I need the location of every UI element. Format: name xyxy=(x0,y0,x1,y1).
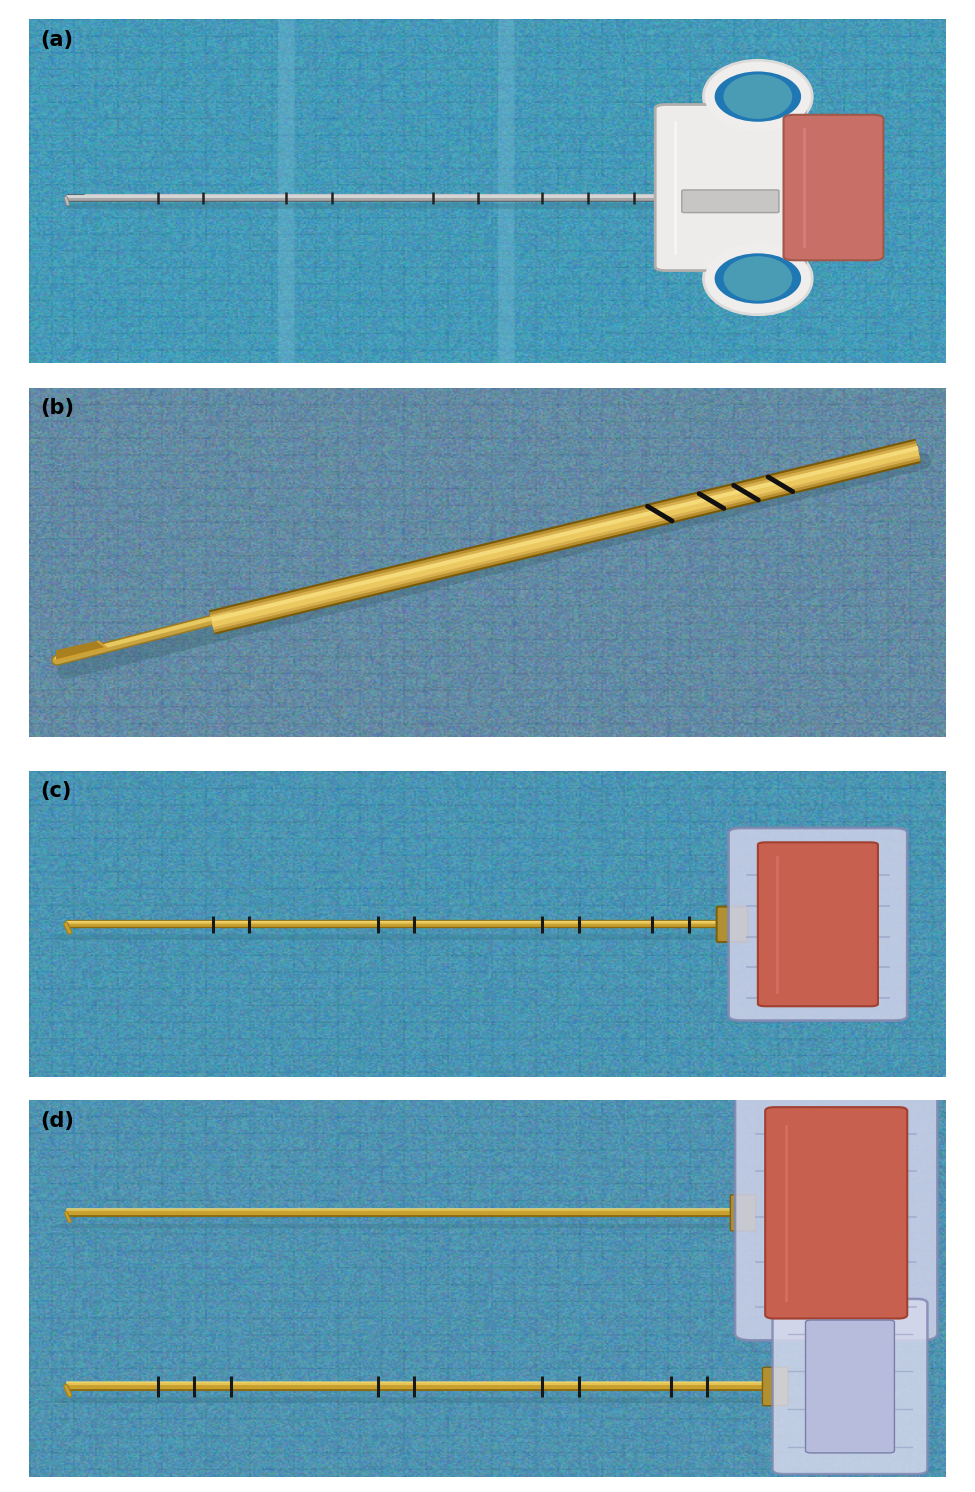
Text: (a): (a) xyxy=(40,30,73,49)
FancyBboxPatch shape xyxy=(682,189,779,212)
FancyBboxPatch shape xyxy=(805,1320,894,1453)
Polygon shape xyxy=(57,642,106,661)
Text: (c): (c) xyxy=(40,780,71,801)
FancyBboxPatch shape xyxy=(765,1107,908,1319)
FancyBboxPatch shape xyxy=(762,1367,788,1405)
FancyBboxPatch shape xyxy=(735,1085,938,1340)
FancyBboxPatch shape xyxy=(772,1300,927,1474)
Ellipse shape xyxy=(710,249,806,309)
FancyBboxPatch shape xyxy=(655,104,805,270)
FancyBboxPatch shape xyxy=(717,907,748,941)
Text: (d): (d) xyxy=(40,1112,74,1131)
FancyBboxPatch shape xyxy=(784,115,883,260)
Text: (b): (b) xyxy=(40,398,74,418)
FancyBboxPatch shape xyxy=(758,843,878,1006)
Ellipse shape xyxy=(723,257,793,301)
FancyBboxPatch shape xyxy=(728,828,908,1021)
FancyBboxPatch shape xyxy=(730,1195,756,1231)
Ellipse shape xyxy=(710,67,806,127)
Ellipse shape xyxy=(723,75,793,119)
